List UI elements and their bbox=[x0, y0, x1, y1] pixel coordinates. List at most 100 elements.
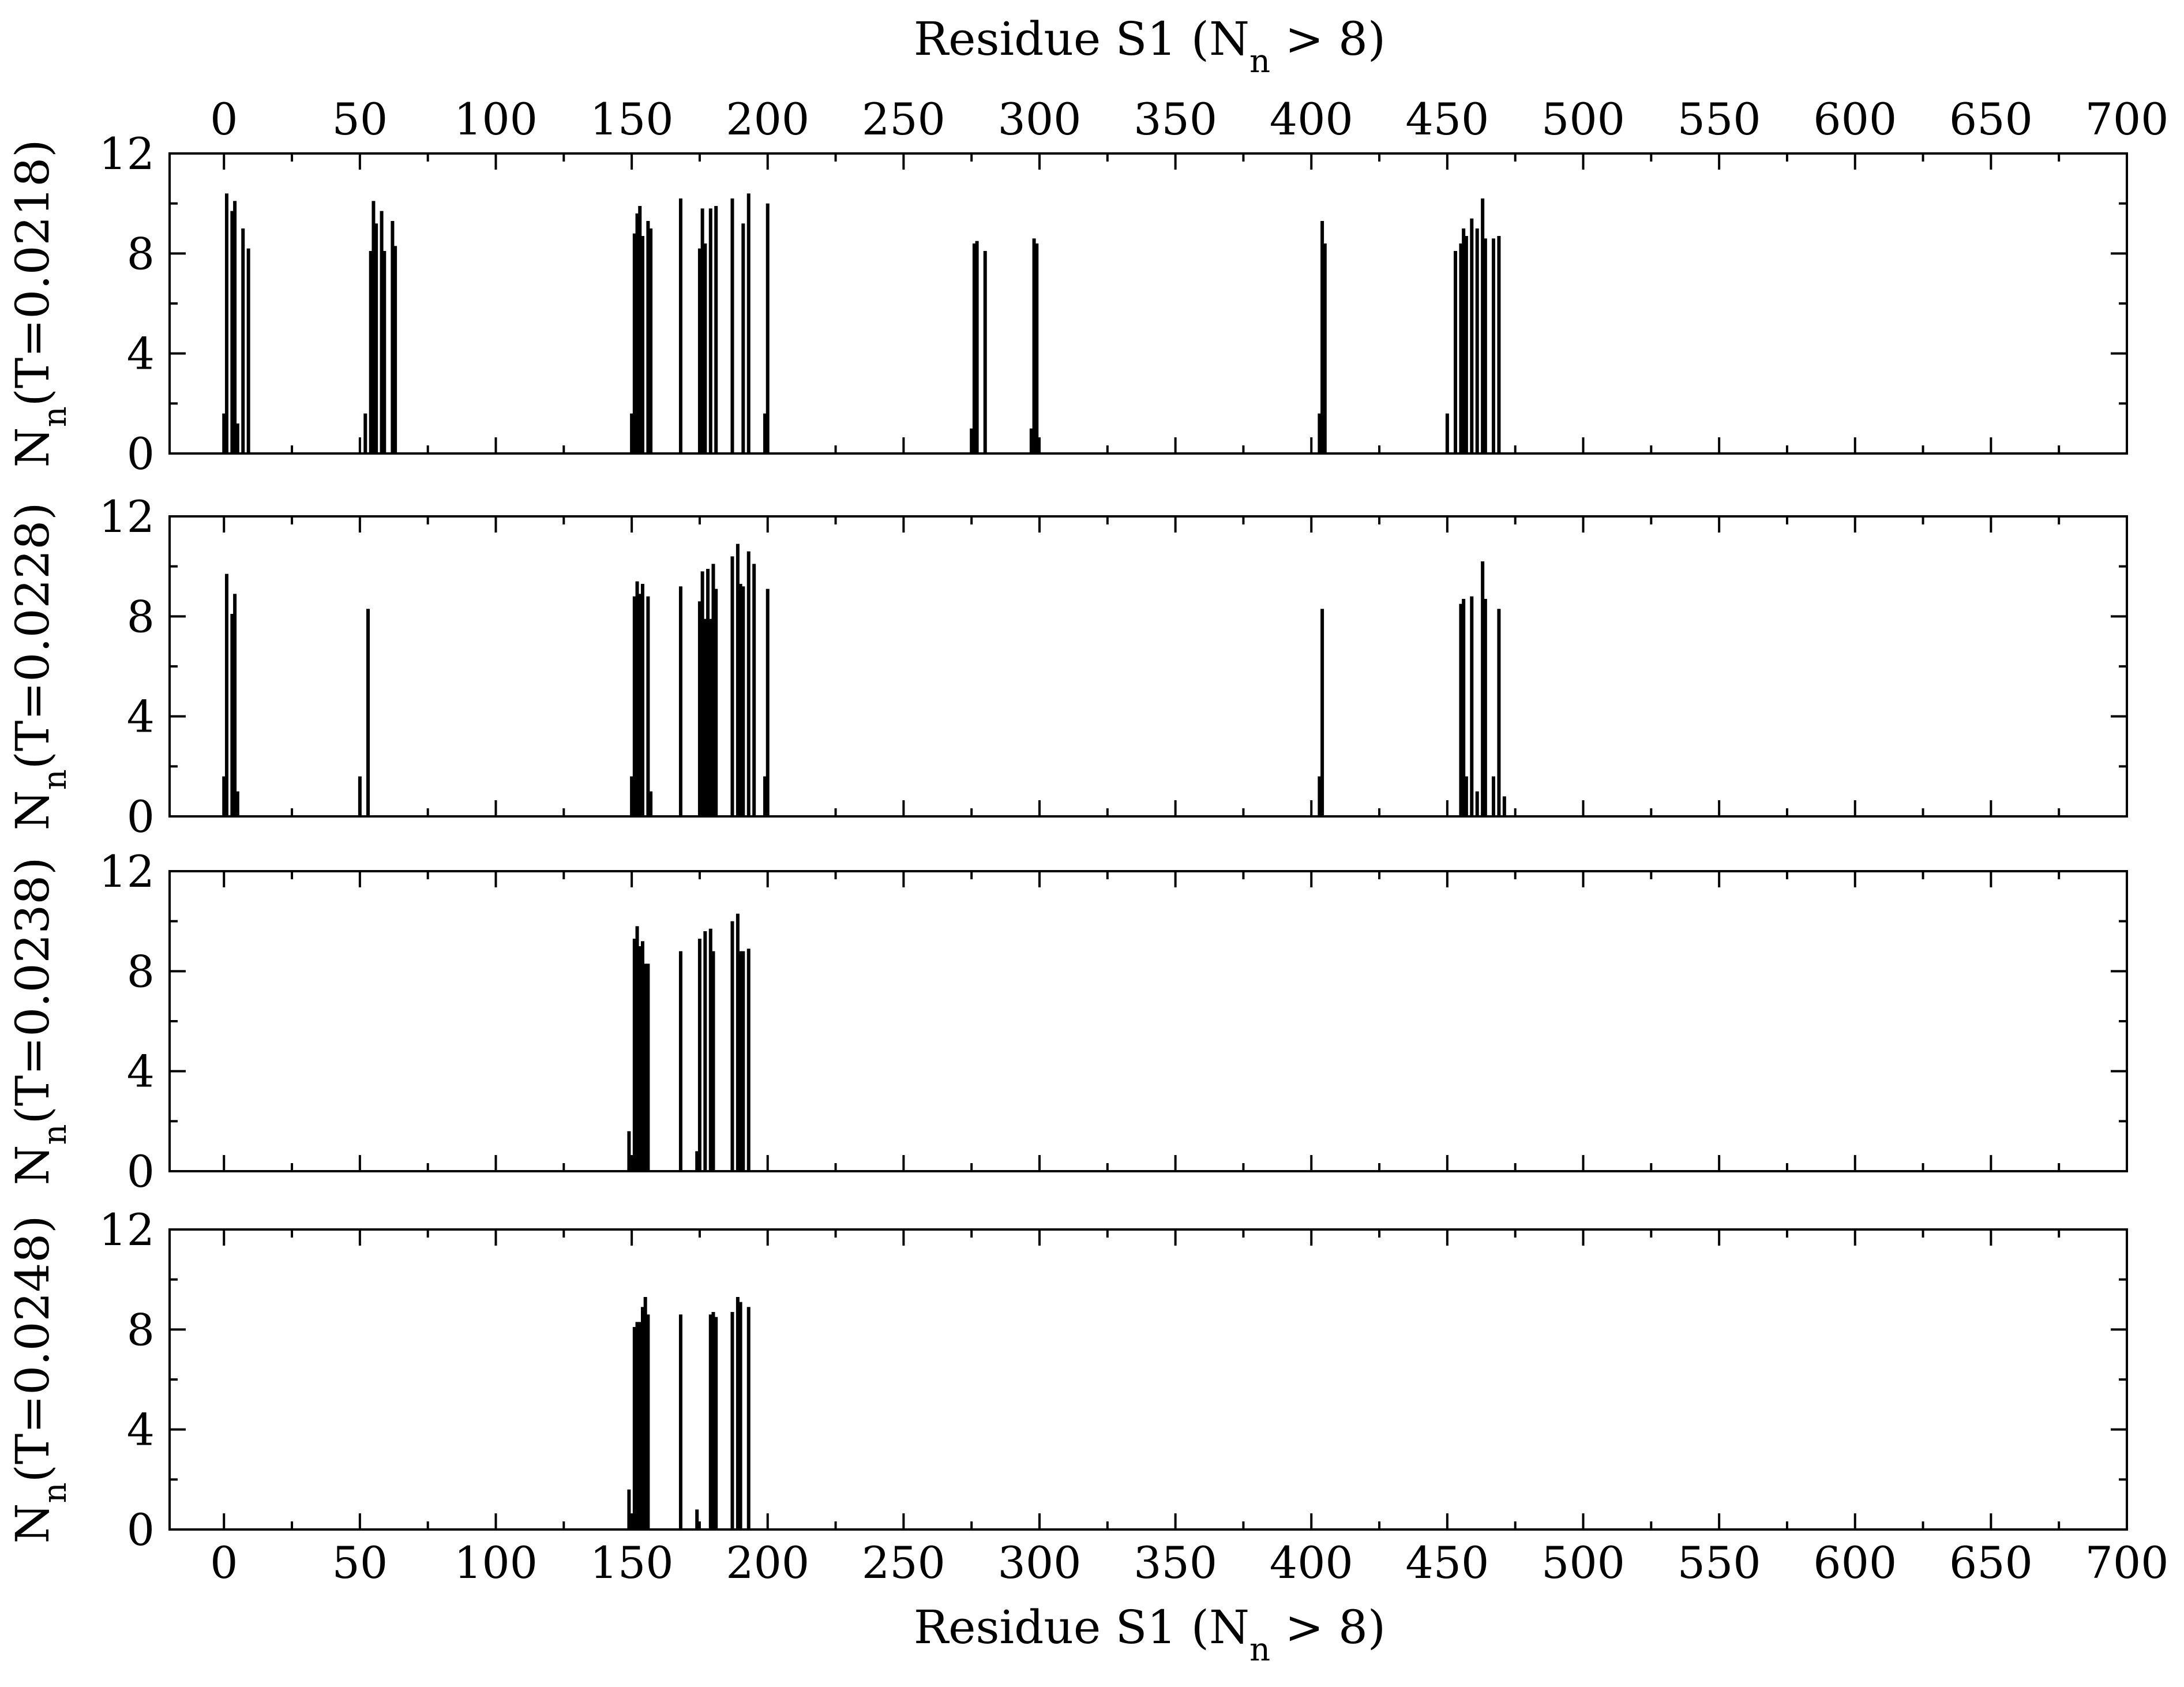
y-axis-label: Nn(T=0.0228) bbox=[6, 503, 74, 831]
x-tick-label: 50 bbox=[332, 1537, 388, 1588]
y-axis-label: Nn(T=0.0248) bbox=[6, 1216, 74, 1544]
bar bbox=[627, 1131, 631, 1171]
bar bbox=[730, 198, 734, 453]
bar bbox=[738, 584, 742, 816]
bar bbox=[975, 241, 979, 453]
y-axis-label-sub: n bbox=[36, 406, 74, 427]
bar bbox=[1502, 796, 1506, 816]
x-tick-label: 550 bbox=[1678, 93, 1761, 145]
bar bbox=[706, 569, 710, 816]
bar bbox=[738, 951, 742, 1171]
bar bbox=[222, 413, 226, 453]
x-tick-label: 100 bbox=[454, 93, 538, 145]
bar bbox=[643, 964, 647, 1171]
bar bbox=[632, 1327, 636, 1529]
y-axis-label: Nn(T=0.0238) bbox=[6, 857, 74, 1186]
bar bbox=[746, 551, 750, 816]
y-tick-label: 0 bbox=[127, 1146, 155, 1197]
bar bbox=[241, 228, 245, 453]
x-tick-label: 650 bbox=[1949, 93, 2033, 145]
bar bbox=[983, 251, 987, 453]
bar bbox=[363, 413, 367, 453]
bar bbox=[703, 618, 707, 816]
bar bbox=[1318, 413, 1322, 453]
bar bbox=[1464, 236, 1468, 453]
y-tick-label: 12 bbox=[99, 846, 155, 897]
bar bbox=[630, 776, 634, 816]
bar bbox=[1481, 561, 1485, 816]
bar bbox=[703, 931, 707, 1171]
x-tick-label: 700 bbox=[2085, 1537, 2168, 1588]
bar bbox=[635, 926, 639, 1171]
bar bbox=[1497, 236, 1501, 453]
bar bbox=[1475, 228, 1479, 453]
bar bbox=[735, 913, 740, 1171]
bar bbox=[638, 946, 642, 1171]
bar bbox=[635, 1322, 639, 1529]
bar bbox=[222, 776, 226, 816]
y-axis-label-rest: (T=0.0238) bbox=[6, 857, 59, 1124]
bar bbox=[1491, 238, 1495, 453]
x-tick-label: 0 bbox=[210, 1537, 238, 1588]
x-tick-label: 300 bbox=[997, 93, 1081, 145]
bar bbox=[711, 951, 715, 1171]
y-axis-label-sub: n bbox=[36, 1482, 74, 1503]
x-tick-label: 600 bbox=[1813, 1537, 1897, 1588]
x-tick-label: 200 bbox=[726, 93, 809, 145]
bar bbox=[627, 1489, 631, 1529]
x-tick-label: 500 bbox=[1541, 93, 1625, 145]
y-axis-label-sub: n bbox=[36, 769, 74, 790]
x-tick-label: 650 bbox=[1949, 1537, 2033, 1588]
bar bbox=[1320, 221, 1324, 453]
bar bbox=[714, 588, 718, 816]
y-axis-label-sub: n bbox=[36, 1124, 74, 1145]
x-tick-label: 500 bbox=[1541, 1537, 1625, 1588]
bar bbox=[1032, 238, 1036, 453]
bar bbox=[1483, 238, 1487, 453]
bar bbox=[646, 221, 650, 453]
bar bbox=[1491, 776, 1495, 816]
bar bbox=[643, 1297, 647, 1529]
bar bbox=[632, 596, 636, 816]
bar bbox=[763, 413, 767, 453]
x-tick-label: 600 bbox=[1813, 93, 1897, 145]
bar bbox=[697, 248, 701, 453]
bar bbox=[1497, 609, 1501, 816]
bar bbox=[1464, 776, 1468, 816]
bar bbox=[708, 208, 712, 453]
bar bbox=[366, 609, 370, 816]
bar bbox=[646, 1314, 650, 1529]
bar bbox=[235, 423, 239, 453]
x-tick-label: 300 bbox=[997, 1537, 1081, 1588]
bar bbox=[1035, 243, 1039, 453]
bar bbox=[1470, 596, 1474, 816]
bar bbox=[714, 206, 718, 453]
bar bbox=[711, 564, 715, 816]
bar bbox=[765, 588, 770, 816]
y-tick-label: 0 bbox=[127, 791, 155, 842]
x-tick-label: 0 bbox=[210, 93, 238, 145]
bar bbox=[646, 596, 650, 816]
bar bbox=[697, 939, 701, 1171]
bottom-axis-title-rest: > 8) bbox=[1270, 1600, 1386, 1654]
bar bbox=[741, 951, 745, 1171]
top-axis-title: Residue S1 (Nn > 8) bbox=[914, 12, 1386, 80]
bar bbox=[700, 208, 704, 453]
y-tick-label: 12 bbox=[99, 1204, 155, 1255]
bar bbox=[1459, 243, 1463, 453]
bar bbox=[638, 594, 642, 816]
bar bbox=[708, 928, 712, 1171]
bar bbox=[224, 573, 228, 816]
y-tick-label: 0 bbox=[127, 1504, 155, 1555]
bar bbox=[1445, 413, 1449, 453]
y-tick-label: 4 bbox=[127, 691, 155, 743]
bar bbox=[972, 243, 976, 453]
y-tick-label: 4 bbox=[127, 1046, 155, 1097]
bar bbox=[1475, 791, 1479, 816]
bar bbox=[678, 586, 682, 816]
bar bbox=[649, 791, 653, 816]
bar bbox=[746, 1307, 750, 1529]
x-tick-label: 350 bbox=[1134, 93, 1217, 145]
bar bbox=[358, 776, 362, 816]
